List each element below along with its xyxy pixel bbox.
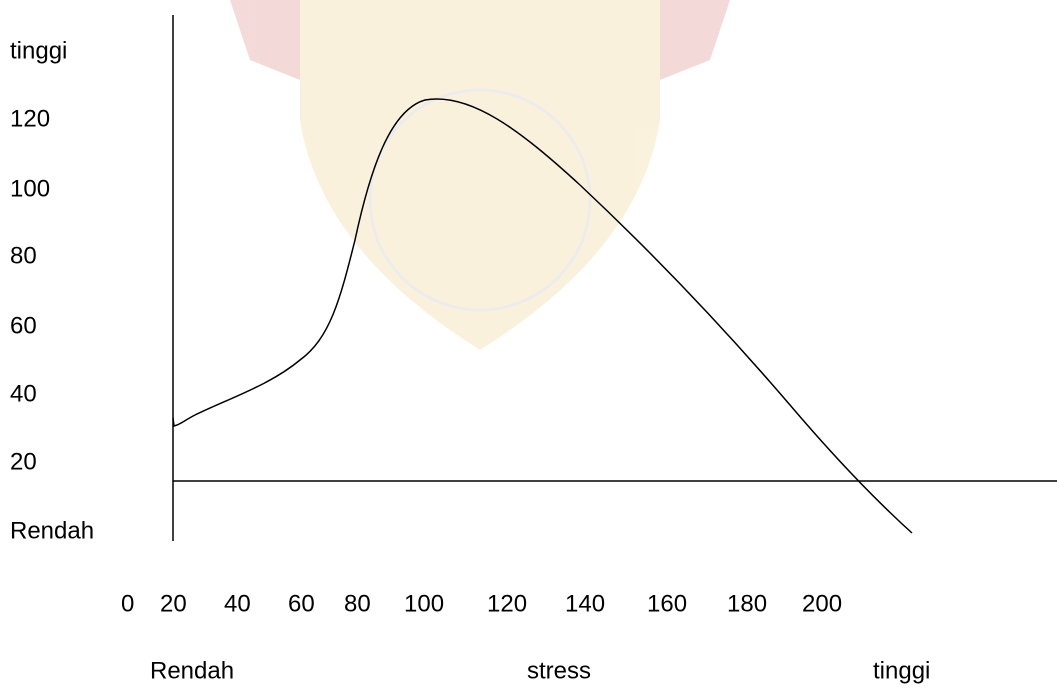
- y-tick-label: 40: [10, 380, 37, 407]
- x-tick-label: 180: [727, 590, 767, 617]
- figure: tinggi 120 100 80 60 40 20 Rendah 0 20 40 60 80 100 12…: [0, 0, 1057, 688]
- x-axis-label: tinggi: [873, 657, 930, 684]
- y-axis-bottom-label: Rendah: [10, 517, 94, 544]
- x-tick-label: 120: [487, 590, 527, 617]
- y-tick-label: 20: [10, 448, 37, 475]
- x-axis-label: Rendah: [150, 657, 234, 684]
- y-axis-top-label: tinggi: [10, 37, 67, 64]
- y-tick-label: 60: [10, 312, 37, 339]
- x-tick-label: 80: [344, 590, 371, 617]
- x-tick-label: 160: [647, 590, 687, 617]
- y-tick-label: 120: [10, 105, 50, 132]
- watermark-shield: [300, 0, 660, 350]
- y-tick-label: 80: [10, 242, 37, 269]
- x-tick-label: 0: [121, 590, 134, 617]
- x-tick-label: 200: [802, 590, 842, 617]
- x-tick-label: 20: [160, 590, 187, 617]
- x-tick-label: 100: [404, 590, 444, 617]
- x-tick-label: 60: [288, 590, 315, 617]
- page: tinggi 120 100 80 60 40 20 Rendah 0 20 40 60 80 100 12…: [0, 0, 1057, 688]
- x-tick-label: 40: [224, 590, 251, 617]
- y-tick-label: 100: [10, 175, 50, 202]
- x-tick-label: 140: [565, 590, 605, 617]
- watermark: [230, 0, 730, 350]
- x-axis-label: stress: [527, 657, 591, 684]
